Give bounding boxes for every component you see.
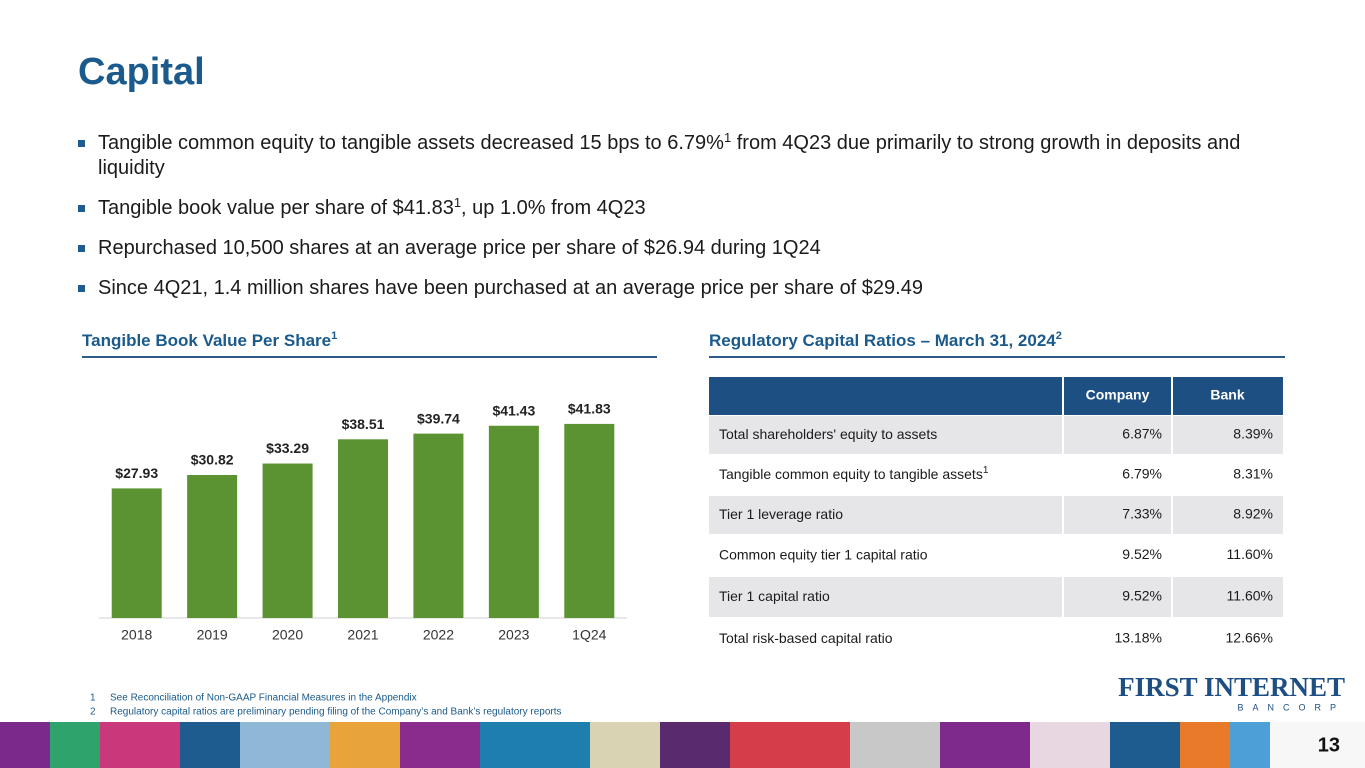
row-label: Common equity tier 1 capital ratio <box>719 546 928 562</box>
footnote-ref: 1 <box>983 465 989 476</box>
x-tick-label: 2023 <box>498 627 529 643</box>
row-label-text: Tier 1 leverage ratio <box>719 506 843 522</box>
table-cell: 12.66% <box>1226 630 1273 646</box>
footnote-ref: 2 <box>1056 330 1062 342</box>
table-cell: 8.31% <box>1233 466 1273 482</box>
page-number: 13 <box>1318 734 1340 756</box>
data-label: $39.74 <box>417 410 460 426</box>
row-band <box>1173 577 1283 617</box>
table-cell: 8.39% <box>1233 426 1273 442</box>
column-header: Bank <box>1210 387 1244 403</box>
footnote-text: See Reconciliation of Non-GAAP Financial… <box>110 693 417 704</box>
row-label: Total risk-based capital ratio <box>719 630 893 646</box>
logo-sub: BANCORP <box>1237 702 1345 712</box>
bar <box>262 463 313 618</box>
data-label: $30.82 <box>191 452 234 468</box>
data-label: $41.43 <box>492 402 535 418</box>
section-heading: Regulatory Capital Ratios – March 31, 20… <box>709 330 1062 351</box>
table-cell: 6.87% <box>1122 426 1162 442</box>
logo-name: FIRST INTERNET <box>1118 672 1345 702</box>
footnote-number: 1 <box>90 693 96 704</box>
row-label-text: Tangible common equity to tangible asset… <box>719 466 983 482</box>
bullet: Since 4Q21, 1.4 million shares have been… <box>78 276 1273 301</box>
table-cell: 9.52% <box>1122 588 1162 604</box>
table-header <box>709 377 1283 415</box>
heading-text: Tangible Book Value Per Share <box>82 331 331 350</box>
footnote-ref: 1 <box>331 330 337 342</box>
row-band <box>1173 416 1283 454</box>
footnote-ref: 1 <box>723 130 732 145</box>
row-label-text: Tier 1 capital ratio <box>719 588 830 604</box>
footnote-ref: 1 <box>453 195 462 210</box>
bar <box>413 433 464 618</box>
footnote-text: Regulatory capital ratios are preliminar… <box>110 707 562 718</box>
table-cell: 9.52% <box>1122 546 1162 562</box>
row-label-text: Common equity tier 1 capital ratio <box>719 546 928 562</box>
decorative-strip <box>0 722 1365 768</box>
bullet-list: Tangible common equity to tangible asset… <box>78 131 1278 316</box>
bullet: Repurchased 10,500 shares at an average … <box>78 236 1273 261</box>
bullet-text: , up 1.0% from 4Q23 <box>461 197 646 219</box>
bullet-text: Tangible common equity to tangible asset… <box>98 132 724 154</box>
row-label: Total shareholders' equity to assets <box>719 426 937 442</box>
row-band <box>1064 577 1171 617</box>
bullet: Tangible book value per share of $41.831… <box>78 196 1273 221</box>
bullet: Tangible common equity to tangible asset… <box>78 131 1273 181</box>
section-heading: Tangible Book Value Per Share1 <box>82 330 337 351</box>
table-cell: 8.92% <box>1233 506 1273 522</box>
row-band <box>1173 496 1283 534</box>
table-cell: 7.33% <box>1122 506 1162 522</box>
bar <box>338 439 388 618</box>
row-label: Tier 1 leverage ratio <box>719 506 843 522</box>
x-tick-label: 2018 <box>121 627 152 643</box>
bullet-text: from 4Q23 due primarily to strong growth… <box>98 132 1241 179</box>
data-label: $41.83 <box>568 401 611 417</box>
footnote-number: 2 <box>90 707 96 718</box>
x-tick-label: 2019 <box>197 627 228 643</box>
table-cell: 6.79% <box>1122 466 1162 482</box>
x-tick-label: 1Q24 <box>572 627 606 643</box>
bullet-text: Tangible book value per share of $41.83 <box>98 197 454 219</box>
bar <box>111 488 162 618</box>
data-label: $33.29 <box>266 440 309 456</box>
row-label-text: Total risk-based capital ratio <box>719 630 893 646</box>
data-label: $38.51 <box>342 416 385 432</box>
table-cell: 11.60% <box>1227 546 1273 562</box>
x-tick-label: 2020 <box>272 627 303 643</box>
bullet-text: Since 4Q21, 1.4 million shares have been… <box>98 277 923 299</box>
heading-text: Regulatory Capital Ratios – March 31, 20… <box>709 331 1056 350</box>
row-label: Tangible common equity to tangible asset… <box>719 465 989 482</box>
row-band <box>709 416 1062 454</box>
column-header: Company <box>1086 387 1150 403</box>
row-band <box>1064 416 1171 454</box>
row-band <box>709 496 1062 534</box>
row-label: Tier 1 capital ratio <box>719 588 830 604</box>
bar <box>187 474 238 618</box>
data-label: $27.93 <box>115 465 158 481</box>
slide-title: Capital <box>78 51 205 93</box>
table-cell: 11.60% <box>1227 588 1273 604</box>
bar <box>488 425 539 618</box>
x-tick-label: 2022 <box>423 627 454 643</box>
row-band <box>709 577 1062 617</box>
table-cell: 13.18% <box>1115 630 1162 646</box>
bullet-text: Repurchased 10,500 shares at an average … <box>98 237 821 259</box>
row-band <box>1064 496 1171 534</box>
row-label-text: Total shareholders' equity to assets <box>719 426 937 442</box>
x-tick-label: 2021 <box>347 627 378 643</box>
bar <box>564 423 615 618</box>
